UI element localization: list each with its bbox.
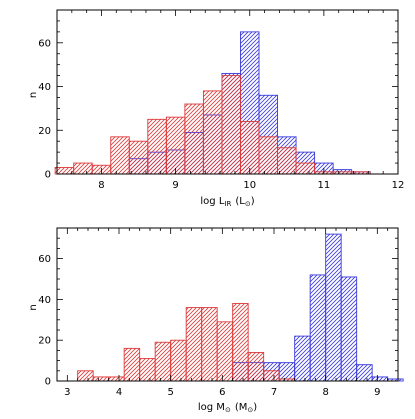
x-axis: 3 4 5 6 7 8 9 [56,228,399,398]
x-tick-label: 4 [116,387,122,398]
plot-frame [56,227,399,382]
x-tick-label: 8 [322,387,328,398]
series-red [77,303,296,382]
histogram-bar [216,321,234,382]
histogram-bar [73,162,93,175]
histogram-bar [240,121,260,175]
x-axis-label-xlabel: log L [200,196,224,207]
y-tick-label: 0 [45,170,51,181]
x-axis-label-xlabel-unit: (M [235,402,248,413]
y-tick-label: 20 [38,126,51,137]
y-tick-label: 60 [38,254,51,265]
histogram-bar [278,362,296,382]
histogram-bar [340,276,358,382]
panel-top-infrared-luminosity: 8 9 10 11 12 0 20 40 60 n log LIR (L⊙) [28,9,405,208]
x-tick-label: 9 [374,387,380,398]
x-axis-label-xlabel-sub: ⊙ [225,406,231,414]
x-axis-label-xlabel-sub: IR [224,200,231,208]
x-tick-label: 3 [64,387,70,398]
histogram-bar [54,166,75,175]
y-tick-label: 20 [38,336,51,347]
histogram-bar [170,339,187,382]
histogram-bar [92,376,110,382]
x-axis-label-xlabel: log M [198,402,225,413]
histogram-bar [202,90,223,175]
histogram-bar [221,75,241,175]
histogram-bar [77,370,94,382]
x-tick-label: 7 [271,387,277,398]
histogram-bar [108,376,125,382]
x-tick-label: 11 [318,180,331,191]
histogram-bar [165,116,186,175]
histogram-bar [154,341,172,382]
x-axis-label-xlabel-unit-close: ) [253,402,257,413]
histogram-bar [295,162,316,175]
histogram-bar [123,347,141,382]
histogram-bar [325,233,342,382]
histogram-bar [294,335,311,382]
histogram-bar [309,274,327,382]
histogram-bar [247,351,265,382]
series-red [54,75,371,175]
histogram-bar [128,140,149,175]
histogram-bar [184,103,204,175]
histogram-bar [139,358,156,382]
y-axis: 0 20 40 60 [38,9,398,181]
x-axis-label-xlabel-unit-close: ) [251,196,255,207]
y-tick-label: 0 [45,377,51,388]
y-tick-label: 40 [38,295,51,306]
histogram-bar [371,376,389,382]
histogram-bar [232,303,249,382]
x-axis-label-xlabel-unit-sub: ⊙ [247,406,253,414]
x-axis-label: log LIR (L⊙) [200,196,254,208]
histogram-bar [201,307,218,382]
x-axis-label-xlabel-unit: (L [235,196,245,207]
y-tick-label: 40 [38,82,51,93]
y-tick-label: 60 [38,38,51,49]
histogram-bar [356,364,373,382]
y-axis-label: n [28,92,39,98]
plot-frame [56,9,399,175]
histogram-bar [110,136,130,175]
x-axis: 8 9 10 11 12 [56,10,405,191]
histogram-bar [263,370,280,382]
y-axis: 0 20 40 60 [38,227,398,388]
y-axis-label: n [28,304,39,310]
x-axis-label: log M⊙ (M⊙) [198,402,257,414]
x-tick-label: 8 [98,180,104,191]
histogram-bar [277,147,297,175]
x-tick-label: 9 [172,180,178,191]
histogram-bar [147,118,167,175]
x-tick-label: 10 [243,180,256,191]
histogram-bar [185,307,203,382]
x-tick-label: 6 [219,387,225,398]
x-tick-label: 12 [392,180,405,191]
histogram-bar [258,136,278,175]
x-axis-label-xlabel-unit-sub: ⊙ [245,200,251,208]
x-tick-label: 5 [167,387,173,398]
